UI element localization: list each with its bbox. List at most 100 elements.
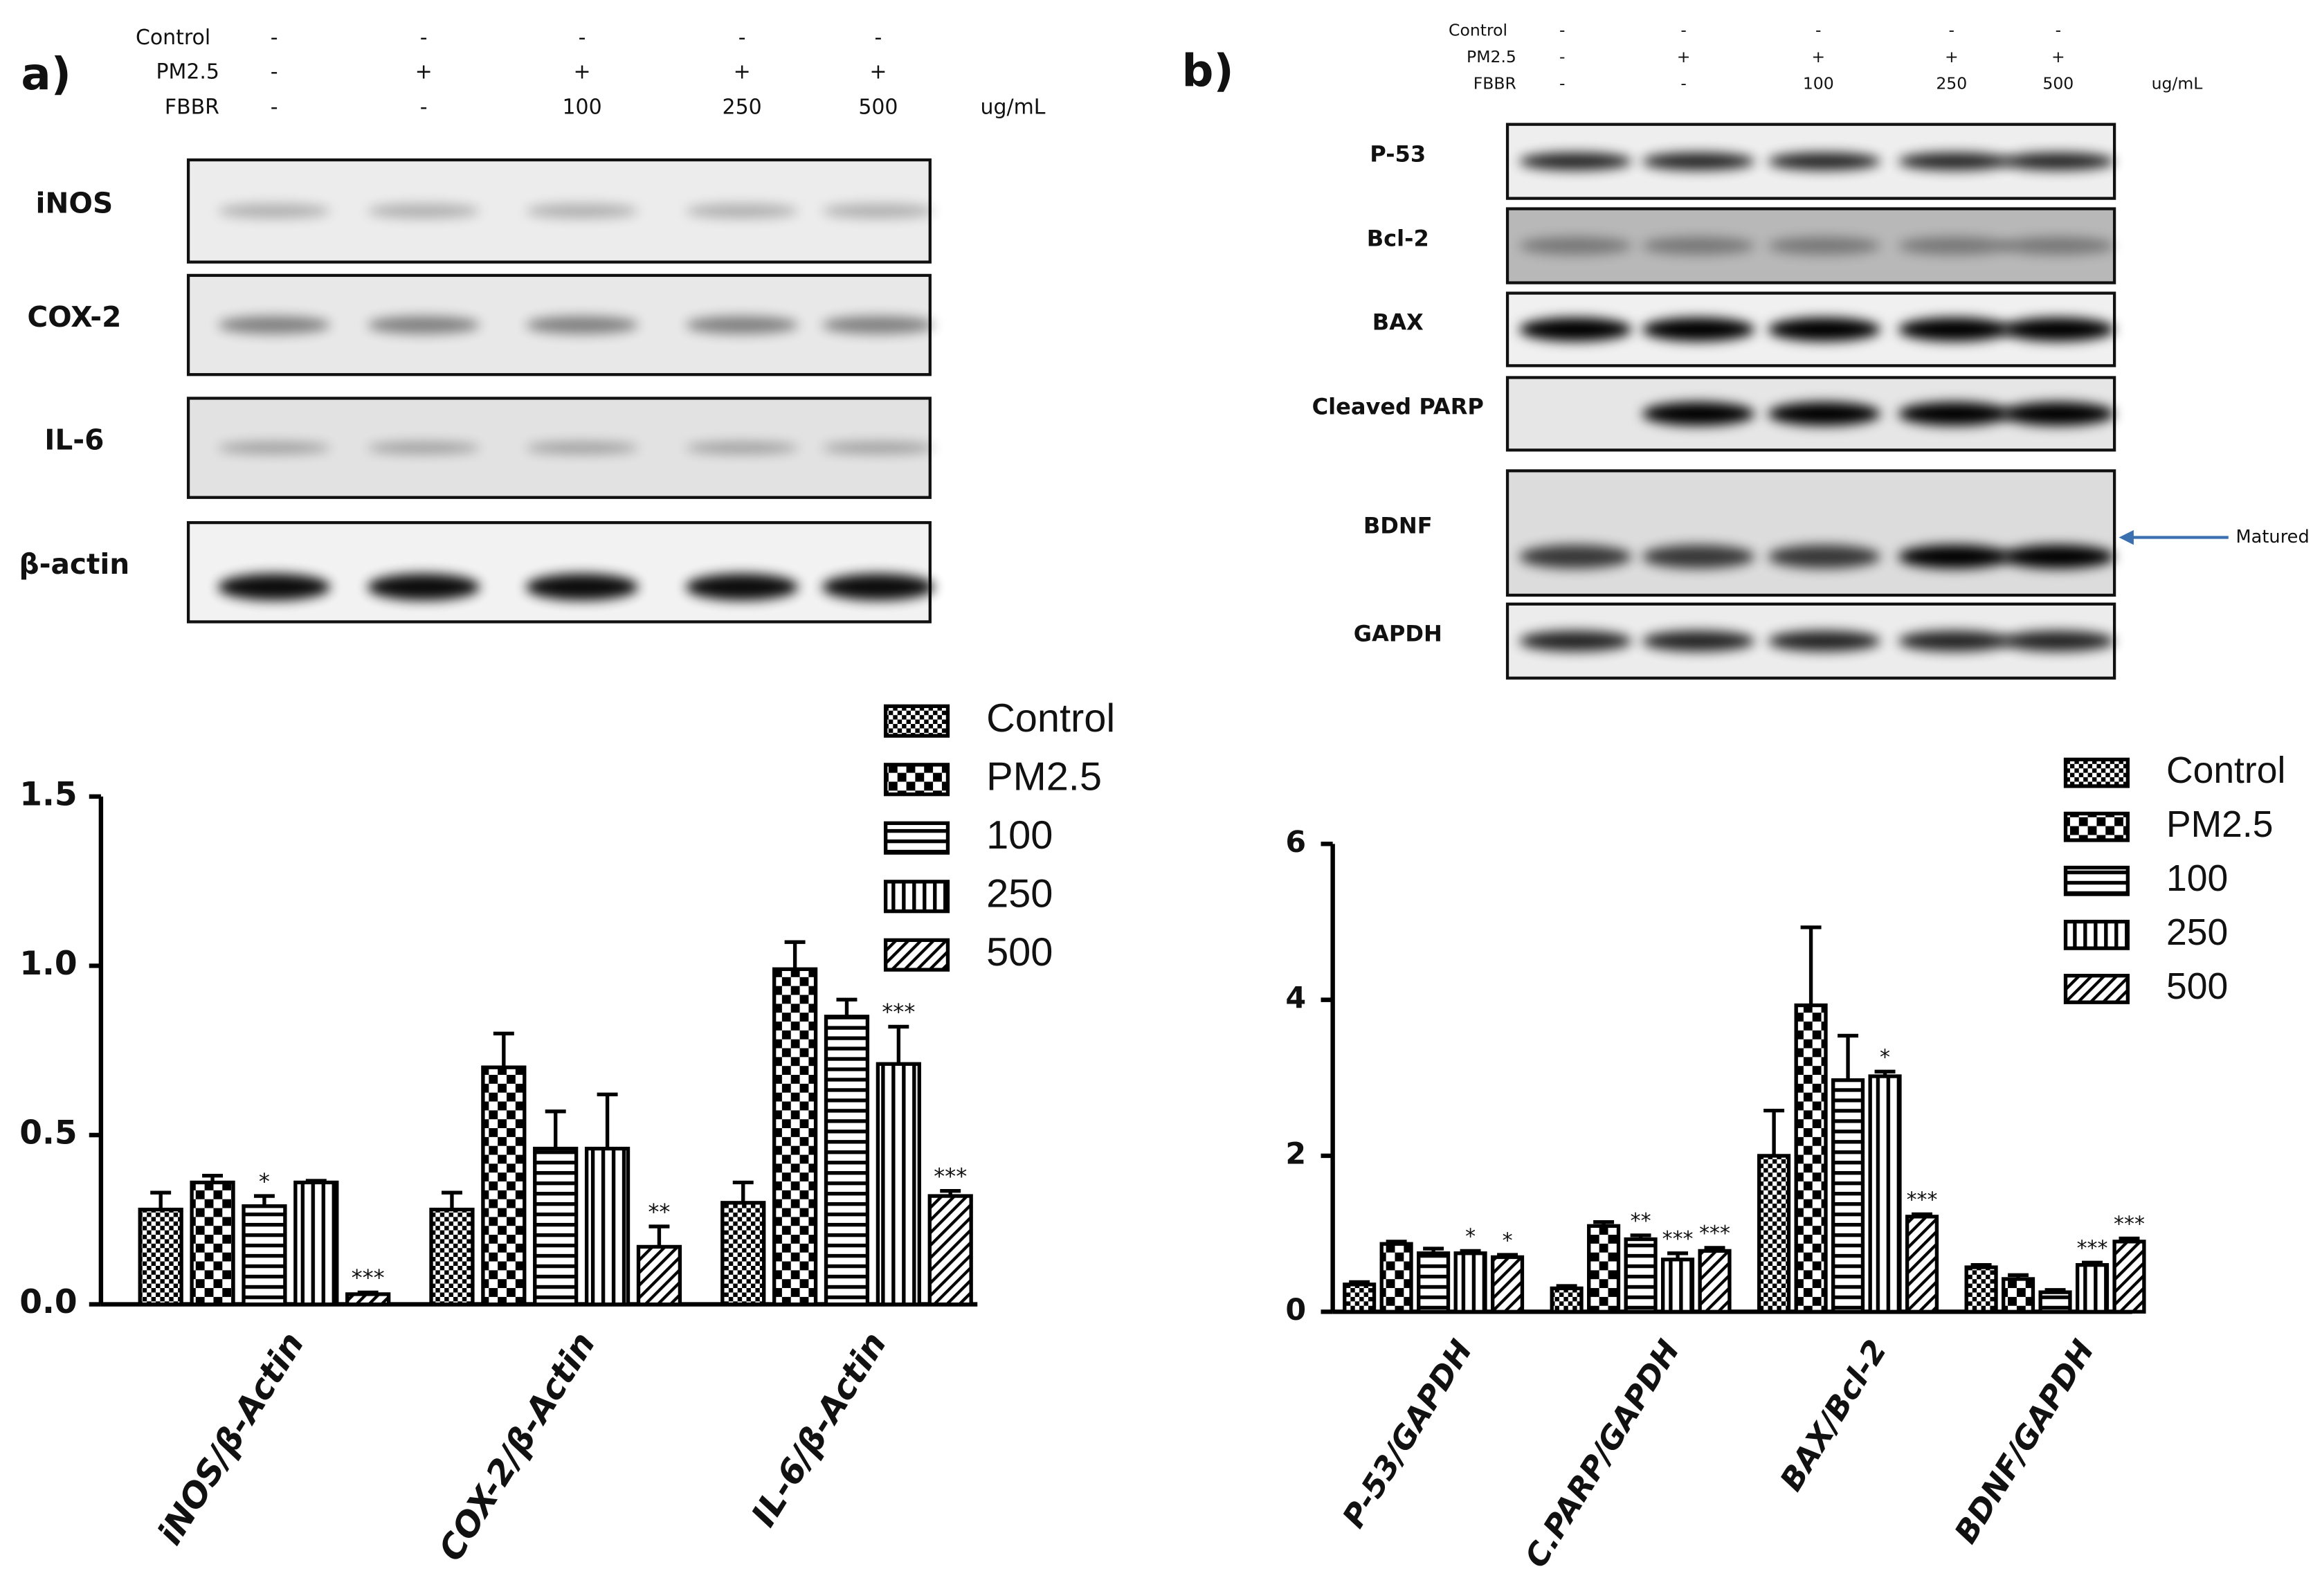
treatment-lane: 250 [1936, 73, 1967, 93]
treatment-lane: - [738, 26, 746, 50]
treatment-lane: 100 [1803, 73, 1834, 93]
bar [533, 1146, 579, 1307]
bar [636, 1244, 682, 1307]
arrow-head [2119, 529, 2134, 545]
band [525, 316, 639, 334]
band [1519, 237, 1632, 255]
legend-swatch [883, 938, 950, 972]
treatment-lane: - [420, 26, 428, 50]
bar [2002, 1277, 2035, 1314]
band [1642, 545, 1755, 569]
band [525, 203, 639, 219]
bar [1490, 1255, 1525, 1314]
treatment-lane: 500 [858, 96, 898, 120]
band [2002, 401, 2115, 426]
band [1519, 152, 1632, 171]
treatment-name: Control [136, 26, 210, 50]
significance: ** [1631, 1209, 1651, 1233]
significance: * [1465, 1225, 1476, 1249]
legend-label: 250 [2166, 912, 2228, 953]
legend-label: 100 [986, 813, 1053, 858]
bar [876, 1062, 921, 1307]
bar [1757, 1154, 1791, 1314]
treatment-lane: - [1559, 47, 1565, 66]
bar [190, 1180, 235, 1307]
legend-swatch [2063, 919, 2130, 950]
legend-swatch [2063, 974, 2130, 1004]
significance: * [259, 1168, 270, 1195]
treatment-name: PM2.5 [1467, 47, 1516, 66]
treatment-lane: + [574, 60, 591, 84]
legend-swatch [2063, 757, 2130, 788]
band [2002, 317, 2115, 342]
legend-label: 500 [986, 930, 1053, 974]
blot-label: β-actin [19, 547, 130, 581]
band [525, 442, 639, 454]
band [2002, 545, 2115, 569]
band [1898, 317, 2011, 342]
band [1768, 152, 1881, 171]
treatment-lane: + [869, 60, 887, 84]
treatment-name: Control [1449, 20, 1507, 39]
bar [429, 1207, 475, 1307]
band [685, 573, 799, 601]
significance: * [1880, 1046, 1890, 1070]
band [1898, 545, 2011, 569]
band [1898, 401, 2011, 426]
band [1898, 237, 2011, 255]
treatment-name: FBBR [1473, 73, 1516, 93]
band [685, 442, 799, 454]
bar [293, 1180, 339, 1307]
bar [824, 1015, 870, 1307]
band [1898, 631, 2011, 652]
treatment-lane: - [1680, 73, 1687, 93]
bar [1964, 1265, 1998, 1314]
significance: *** [1699, 1222, 1730, 1246]
band [367, 442, 480, 454]
treatment-lane: - [271, 60, 278, 84]
treatment-lane: - [2056, 20, 2062, 39]
treatment-lane: - [1949, 20, 1955, 39]
bar [481, 1065, 527, 1307]
significance: *** [1662, 1227, 1694, 1251]
unit-label: ug/mL [981, 96, 1046, 120]
band [1642, 317, 1755, 342]
bar [2038, 1290, 2072, 1314]
bar [1587, 1224, 1621, 1314]
y-tick-label: 4 [1285, 981, 1306, 1015]
band [2002, 631, 2115, 652]
treatment-lane: + [2051, 47, 2065, 66]
treatment-name: FBBR [165, 96, 219, 120]
blot [186, 520, 932, 624]
treatment-lane: - [271, 96, 278, 120]
legend-swatch [883, 821, 950, 855]
bar [1417, 1251, 1451, 1314]
treatment-lane: 250 [723, 96, 762, 120]
treatment-lane: - [875, 26, 882, 50]
significance: *** [2114, 1213, 2145, 1237]
blot-label: BAX [1372, 309, 1424, 335]
bar [1905, 1215, 1939, 1314]
legend-label: 100 [2166, 858, 2228, 899]
band [2002, 152, 2115, 171]
band [1768, 545, 1881, 569]
y-tick-label: 0.5 [19, 1114, 77, 1152]
bar [242, 1204, 287, 1307]
significance: *** [352, 1264, 385, 1291]
treatment-lane: + [1945, 47, 1959, 66]
treatment-lane: - [271, 26, 278, 50]
significance: *** [934, 1163, 967, 1189]
band [822, 203, 935, 219]
band [1642, 237, 1755, 255]
band [1768, 401, 1881, 426]
band [367, 316, 480, 334]
band [217, 573, 331, 601]
bar [1550, 1286, 1584, 1314]
treatment-lane: - [1559, 73, 1565, 93]
bar [345, 1292, 391, 1307]
y-tick-label: 0.0 [19, 1283, 77, 1321]
treatment-lane: + [734, 60, 751, 84]
band [1768, 237, 1881, 255]
band [685, 316, 799, 334]
legend-swatch [2063, 811, 2130, 842]
